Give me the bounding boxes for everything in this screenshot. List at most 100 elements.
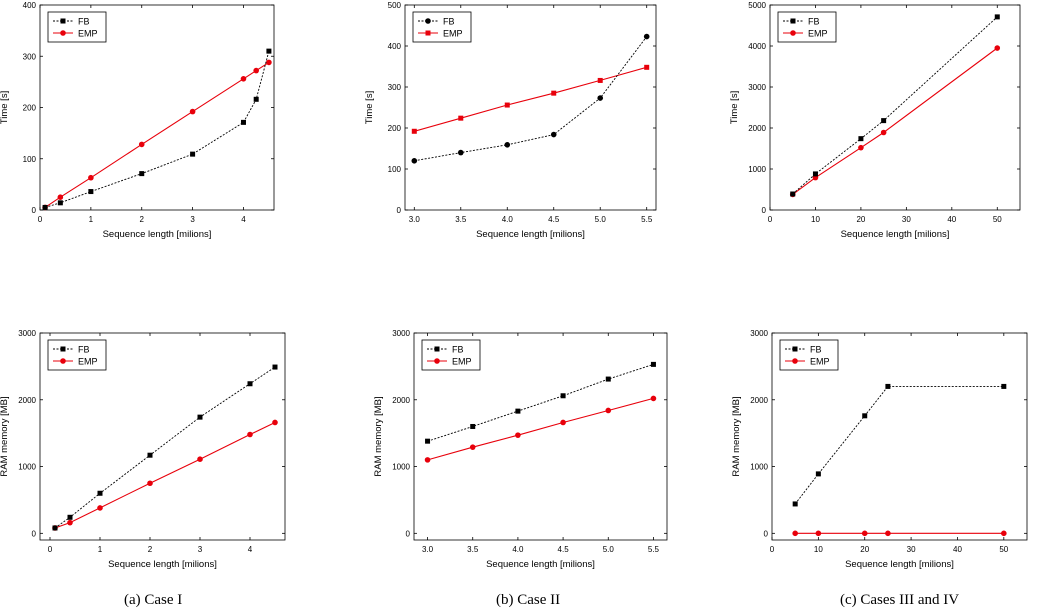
data-point xyxy=(52,525,58,531)
x-axis-label: Sequence length [milions] xyxy=(486,559,595,570)
data-point xyxy=(792,501,798,507)
x-tick-label: 50 xyxy=(993,215,1002,224)
series-fb xyxy=(425,361,656,444)
data-point xyxy=(266,59,272,66)
y-tick-label: 0 xyxy=(762,206,767,215)
legend-label: EMP xyxy=(808,29,828,39)
data-point xyxy=(643,33,650,40)
y-tick-label: 2000 xyxy=(18,396,36,405)
caption-case-i: (a) Case I xyxy=(124,592,183,608)
legend: FB EMP xyxy=(777,11,837,43)
series-line-fb xyxy=(792,16,998,195)
x-tick-label: 4.5 xyxy=(548,215,560,224)
legend-label: FB xyxy=(78,17,90,27)
y-axis-label: RAM memory [MB] xyxy=(731,396,742,476)
data-point xyxy=(597,77,603,83)
y-tick-label: 0 xyxy=(32,206,37,215)
y-tick-label: 3000 xyxy=(392,329,410,338)
data-point xyxy=(605,376,611,382)
data-point xyxy=(551,90,557,96)
data-point xyxy=(247,431,253,438)
data-point xyxy=(1001,383,1007,389)
series-emp xyxy=(792,530,1007,537)
data-point xyxy=(425,438,431,444)
series-line-fb xyxy=(54,366,276,529)
x-tick-label: 3.0 xyxy=(409,215,421,224)
x-tick-label: 5.0 xyxy=(603,545,615,554)
x-tick-label: 3.0 xyxy=(422,545,434,554)
legend-label: EMP xyxy=(810,357,830,367)
data-point xyxy=(792,530,798,537)
data-point xyxy=(470,423,476,429)
y-axis-label: Time [s] xyxy=(364,91,375,124)
y-tick-label: 1000 xyxy=(18,463,36,472)
plot-frame xyxy=(404,4,657,211)
data-point xyxy=(504,102,510,108)
legend-swatch-marker xyxy=(790,18,796,24)
y-tick-label: 500 xyxy=(388,1,402,10)
legend-box xyxy=(412,11,472,43)
data-point xyxy=(880,129,887,136)
x-tick-label: 5.5 xyxy=(641,215,653,224)
plot-frame xyxy=(771,332,1028,541)
data-point xyxy=(240,119,246,125)
legend-label: FB xyxy=(452,345,464,355)
x-tick-label: 0 xyxy=(770,545,775,554)
data-point xyxy=(272,419,278,426)
data-point xyxy=(994,45,1001,51)
legend: FB EMP xyxy=(412,11,472,43)
chart-panel-6: 0 10 20 30 40 50 0 1000 2000 3000 Sequence length … xyxy=(731,329,1028,570)
data-point xyxy=(650,361,656,367)
legend-swatch-marker xyxy=(434,346,440,352)
data-point xyxy=(197,414,203,420)
data-point xyxy=(247,381,253,387)
x-tick-label: 4.0 xyxy=(512,545,524,554)
y-tick-label: 200 xyxy=(388,124,402,133)
y-axis-label: RAM memory [MB] xyxy=(0,396,10,476)
legend-swatch-marker xyxy=(60,30,66,36)
legend-box xyxy=(421,339,481,371)
series-fb xyxy=(42,48,272,210)
legend-label: EMP xyxy=(78,357,98,367)
chart-panel-4: 0 1 2 3 4 0 1000 2000 3000 Sequence length [milio… xyxy=(0,329,286,570)
series-line-fb xyxy=(414,36,648,162)
y-tick-label: 0 xyxy=(397,206,402,215)
data-point xyxy=(67,519,73,526)
x-tick-label: 2 xyxy=(148,545,153,554)
x-axis-label: Sequence length [milions] xyxy=(103,229,212,240)
data-point xyxy=(885,383,891,389)
legend-swatch-marker xyxy=(60,18,66,24)
chart-panel-2: 3.0 3.5 4.0 4.5 5.0 5.5 0 100 200 300 400 500 Sequen… xyxy=(364,1,657,240)
data-point xyxy=(861,530,868,537)
x-tick-label: 10 xyxy=(811,215,820,224)
data-point xyxy=(858,136,864,142)
x-tick-label: 40 xyxy=(953,545,962,554)
chart-panel-1: 0 1 2 3 4 0 100 200 300 400 Sequence length [milio… xyxy=(0,1,275,240)
x-axis-label: Sequence length [milions] xyxy=(476,229,585,240)
y-tick-label: 400 xyxy=(388,42,402,51)
legend: FB EMP xyxy=(421,339,481,371)
legend-label: FB xyxy=(443,17,455,27)
legend-swatch-marker xyxy=(425,30,431,36)
series-emp xyxy=(42,59,272,211)
data-point xyxy=(411,158,418,164)
data-point xyxy=(515,408,521,414)
y-axis-label: Time [s] xyxy=(0,91,10,124)
data-point xyxy=(815,471,821,477)
legend: FB EMP xyxy=(47,11,107,43)
caption-case-ii: (b) Case II xyxy=(496,592,561,608)
data-point xyxy=(858,144,864,151)
data-point xyxy=(147,452,153,458)
data-point xyxy=(458,115,464,121)
data-point xyxy=(424,457,431,463)
data-point xyxy=(560,419,566,426)
y-tick-label: 300 xyxy=(388,83,402,92)
y-tick-label: 0 xyxy=(406,529,411,538)
x-tick-label: 10 xyxy=(814,545,823,554)
x-tick-label: 20 xyxy=(856,215,865,224)
y-axis-label: Time [s] xyxy=(729,91,740,124)
data-point xyxy=(605,407,612,414)
y-tick-label: 4000 xyxy=(748,42,766,51)
series-emp xyxy=(52,419,278,531)
